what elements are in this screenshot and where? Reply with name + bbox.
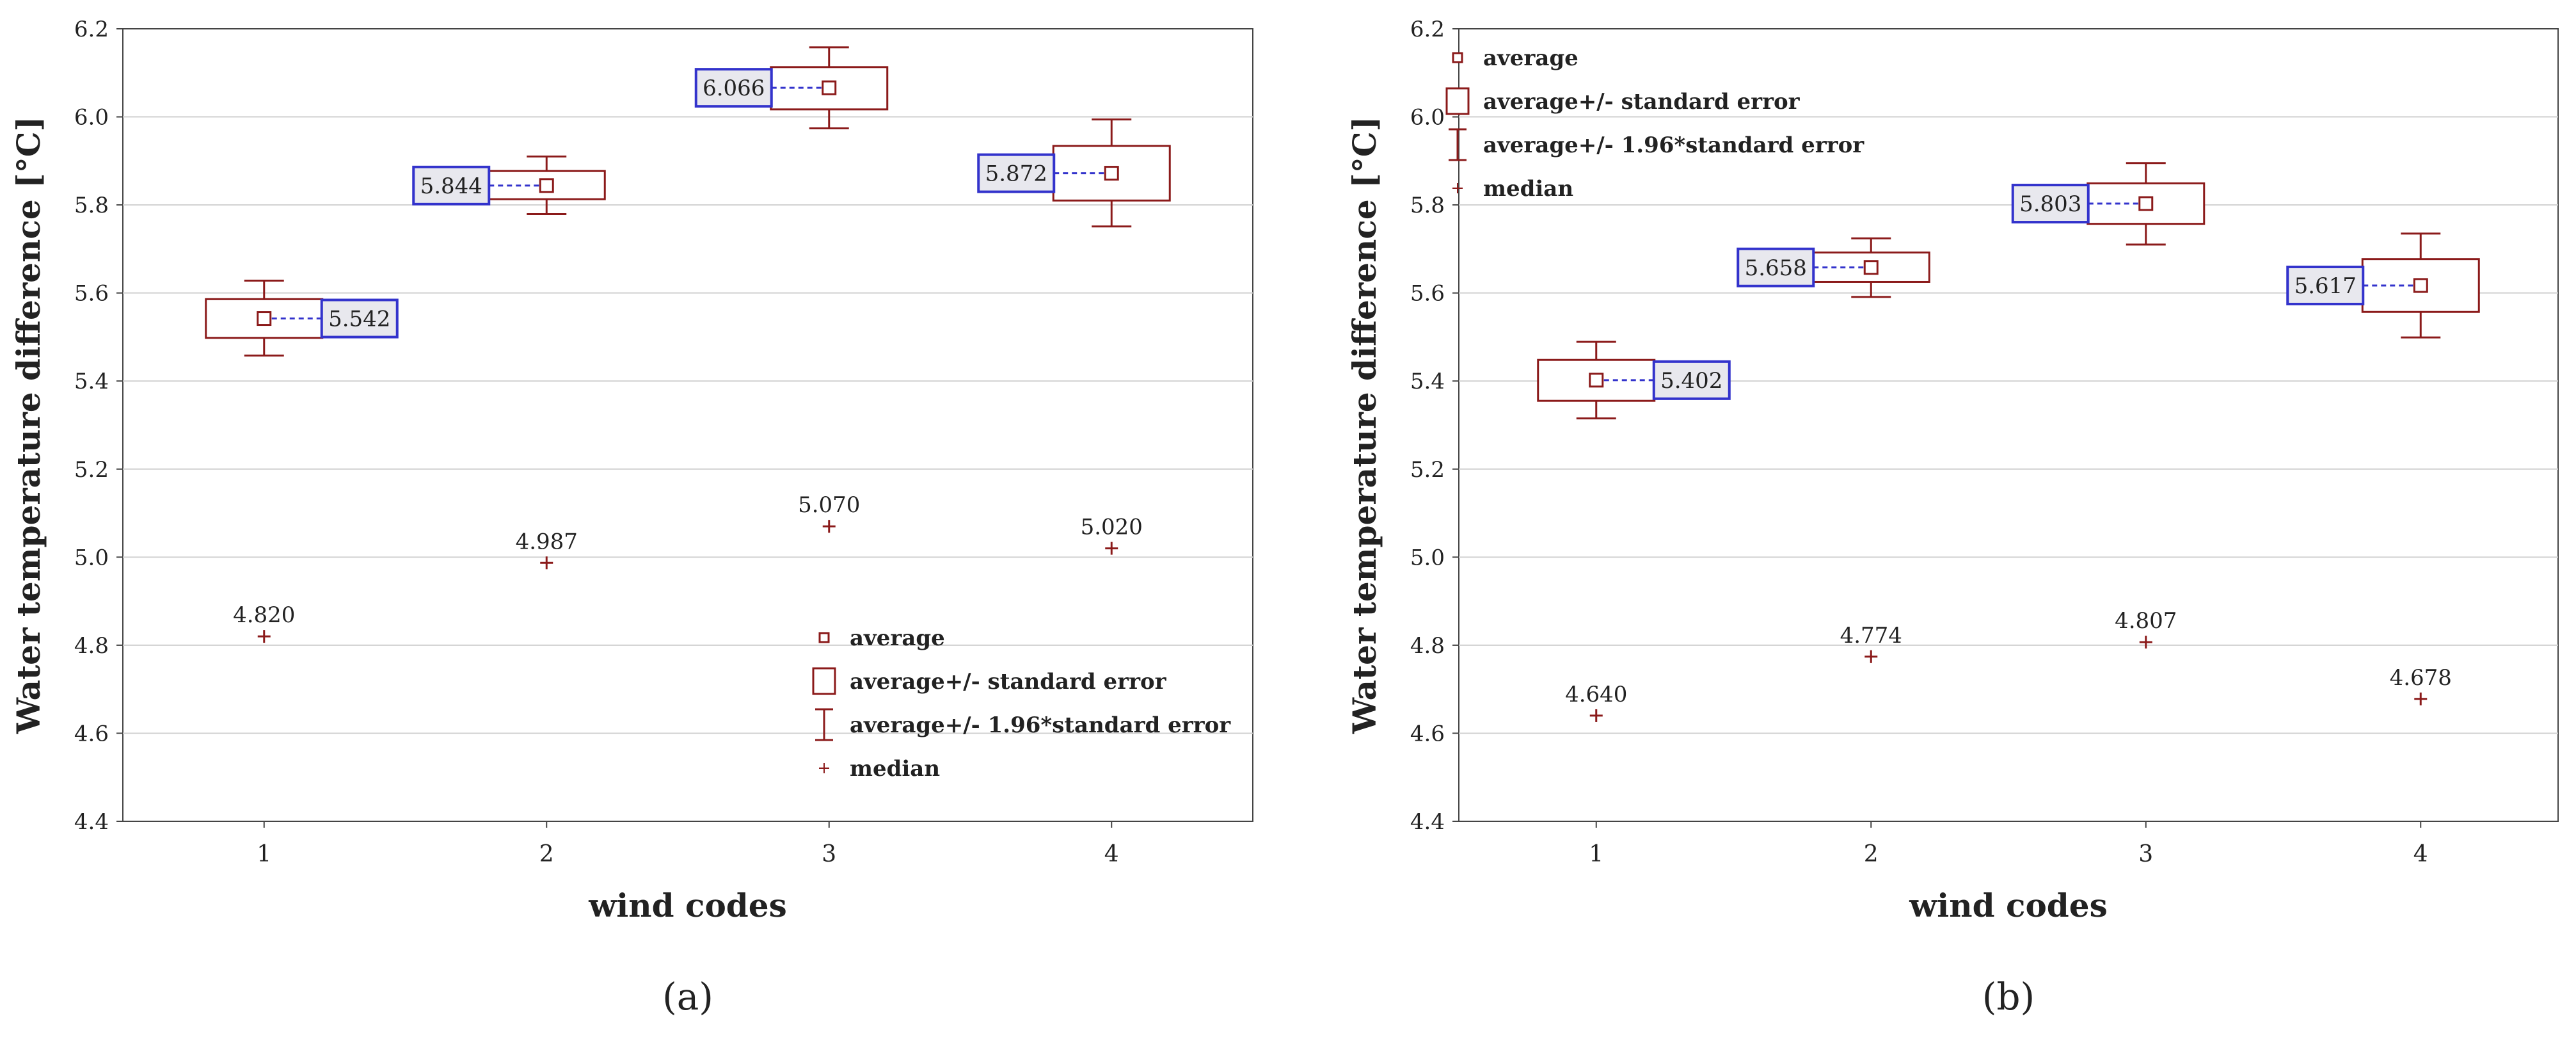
panel-b-mean-label-box (2011, 184, 2090, 224)
panel-b-mean-label: 5.617 (2294, 273, 2357, 299)
panel-b-median-label: 4.678 (2390, 665, 2452, 691)
panel-a-caption: (a) (662, 975, 713, 1018)
panel-b-mean-marker (1863, 260, 1879, 275)
panel-a-median-label: 4.820 (233, 602, 295, 628)
panel-b-chart: 4.4 4.6 4.8 5.0 5.2 5.4 5.6 5.8 6.0 6.2 1 2 3 4 wind c… (1346, 17, 2559, 1018)
panel-b-legend-swatch-se (1445, 87, 1470, 115)
panel-b-legend-label: average (1483, 45, 1578, 71)
panel-b-x-axis-label: wind codes (1909, 887, 2107, 924)
panel-a-mean-label: 5.872 (985, 161, 1047, 187)
panel-b-mean-label-box (1737, 247, 1815, 287)
panel-b-y-tick-label: 5.4 (1410, 369, 1445, 394)
panel-a-chart: 4.4 4.6 4.8 5.0 5.2 5.4 5.6 5.8 6.0 6.2 1 2 3 4 wind c… (10, 17, 1253, 1018)
panel-b-y-axis-label: Water temperature difference [°C] (1346, 117, 1383, 734)
panel-b-y-tick-label: 6.2 (1410, 17, 1445, 42)
panel-b-mean-label: 5.658 (1745, 255, 1807, 281)
panel-a-mean-label: 5.844 (420, 173, 482, 199)
panel-b-legend-label: average+/- standard error (1483, 89, 1801, 115)
panel-a-legend-label: average+/- 1.96*standard error (850, 712, 1231, 738)
panel-b-mean-label: 5.803 (2019, 191, 2081, 217)
panel-b-legend: average average+/- standard error average+… (1445, 45, 1864, 202)
panel-b-y-tick-label: 5.2 (1410, 457, 1445, 483)
panel-b-x-tick-label: 1 (1589, 841, 1603, 867)
panel-a-legend-label: median (850, 756, 940, 782)
panel-a-mean-label-box (694, 68, 773, 108)
panel-b-plot-frame (1458, 28, 2559, 822)
panel-b-x-tick-label: 2 (1864, 841, 1879, 867)
panel-a-mean-label-box (977, 153, 1056, 193)
panel-b-y-tick-label: 5.8 (1410, 193, 1445, 218)
panel-a-y-tick-label: 4.4 (74, 809, 109, 835)
panel-a-x-tick-label: 4 (1104, 841, 1119, 867)
panel-a-x-tick-label: 2 (539, 841, 554, 867)
panel-a-plot-frame (122, 28, 1253, 822)
panel-b-x-tick-label: 3 (2138, 841, 2153, 867)
panel-a-y-tick-label: 5.8 (74, 193, 109, 218)
panel-b-mean-label-box (2286, 265, 2365, 305)
panel-a-legend-label: average+/- standard error (850, 669, 1167, 695)
panel-a-mean-marker (257, 311, 272, 326)
panel-a-mean-label: 5.542 (328, 307, 390, 332)
panel-b-mean-label: 5.402 (1660, 368, 1722, 394)
panel-b-legend-swatch-average (1452, 52, 1463, 63)
panel-b-caption: (b) (1982, 975, 2035, 1018)
panel-b-mean-label-box (1652, 360, 1731, 400)
panel-b-y-tick-label: 4.8 (1410, 633, 1445, 659)
panel-a-y-axis-label: Water temperature difference [°C] (10, 117, 47, 734)
panel-a-mean-label-box (320, 298, 399, 339)
panel-a-median-label: 4.987 (516, 529, 578, 554)
panel-b-y-tick-label: 4.4 (1410, 809, 1445, 835)
panel-a-median-label: 5.070 (798, 492, 860, 518)
panel-a-x-tick-label: 3 (822, 841, 836, 867)
panel-a-legend-label: average (850, 625, 945, 651)
panel-a-mean-marker (1104, 166, 1119, 181)
panel-a-mean-marker (822, 80, 837, 95)
panel-b-mean-marker (2138, 196, 2154, 211)
panel-a-legend-swatch-average (818, 632, 830, 643)
panel-b-x-tick-label: 4 (2413, 841, 2428, 867)
panel-b-median-label: 4.774 (1840, 623, 1902, 648)
panel-a-legend: average average+/- standard error average+… (812, 625, 1231, 782)
panel-b-median-label: 4.807 (2115, 608, 2177, 634)
panel-b-legend-label: median (1483, 176, 1573, 202)
panel-a-mean-label: 6.066 (703, 76, 765, 101)
panel-b-y-tick-label: 4.6 (1410, 721, 1445, 746)
panel-a-x-axis-label: wind codes (588, 887, 786, 924)
panel-b-mean-marker (2413, 278, 2428, 293)
panel-b-y-tick-label: 5.0 (1410, 545, 1445, 570)
panel-a-legend-swatch-se (812, 667, 836, 695)
panel-a-mean-label-box (412, 165, 491, 205)
panel-a-y-tick-label: 5.4 (74, 369, 109, 394)
panel-b-mean-marker (1589, 373, 1604, 388)
panel-b-legend-label: average+/- 1.96*standard error (1483, 133, 1864, 158)
panel-b-y-tick-label: 5.6 (1410, 281, 1445, 307)
panel-a-y-tick-label: 4.8 (74, 633, 109, 659)
panel-a-x-tick-label: 1 (257, 841, 271, 867)
panel-b-y-tick-label: 6.0 (1410, 105, 1445, 131)
panel-a-y-tick-label: 5.0 (74, 545, 109, 570)
panel-a-y-tick-label: 4.6 (74, 721, 109, 746)
panel-b-median-label: 4.640 (1565, 682, 1627, 707)
panel-a-y-tick-label: 6.0 (74, 105, 109, 131)
panel-a-median-label: 5.020 (1081, 515, 1143, 540)
panel-a-y-tick-label: 5.6 (74, 281, 109, 307)
panel-a-y-tick-label: 5.2 (74, 457, 109, 483)
panel-a-mean-marker (539, 178, 554, 193)
panel-a-y-tick-label: 6.2 (74, 17, 109, 42)
